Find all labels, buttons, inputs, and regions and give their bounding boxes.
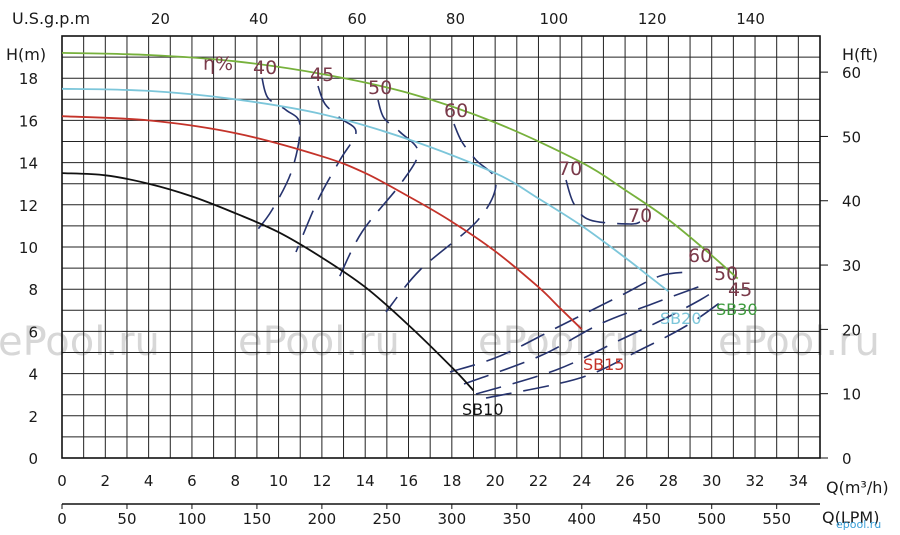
efficiency-label-60-right: 60	[688, 245, 712, 267]
tick-label-lpm: 500	[697, 510, 726, 528]
bottom-axis-label-lpm: Q(LPM)	[822, 508, 879, 527]
tick-label-hft: 20	[842, 321, 861, 339]
watermark: ePool.ru	[238, 319, 400, 365]
tick-label-m3h: 18	[442, 472, 461, 490]
tick-label-m3h: 10	[269, 472, 288, 490]
tick-label-m3h: 20	[486, 472, 505, 490]
tick-label-hft: 30	[842, 257, 861, 275]
tick-label-m3h: 32	[745, 472, 764, 490]
tick-label-hft: 10	[842, 386, 861, 404]
tick-label-lpm: 550	[762, 510, 791, 528]
series-line-sb20	[61, 87, 669, 293]
tick-label-usgpm: 40	[249, 10, 268, 28]
tick-label-usgpm: 60	[348, 10, 367, 28]
tick-label-hm: 18	[19, 70, 38, 88]
tick-label-hft: 40	[842, 193, 861, 211]
efficiency-curve	[463, 283, 707, 385]
efficiency-label-50: 50	[368, 77, 392, 99]
tick-label-lpm: 0	[57, 510, 67, 528]
tick-label-lpm: 200	[308, 510, 337, 528]
tick-label-m3h: 14	[356, 472, 375, 490]
tick-label-hm: 10	[19, 239, 38, 257]
efficiency-curve	[475, 289, 717, 395]
efficiency-curve	[449, 271, 691, 373]
efficiency-curve	[385, 123, 497, 313]
tick-label-lpm: 100	[178, 510, 207, 528]
tick-label-lpm: 150	[243, 510, 272, 528]
tick-label-lpm: 250	[373, 510, 402, 528]
efficiency-curve	[565, 179, 641, 225]
tick-label-usgpm: 20	[151, 10, 170, 28]
tick-label-m3h: 4	[144, 472, 154, 490]
series-line-sb15	[61, 115, 583, 330]
tick-label-m3h: 24	[572, 472, 591, 490]
tick-label-hft: 60	[842, 64, 861, 82]
tick-label-hm: 4	[28, 366, 38, 384]
tick-label-hm: 6	[28, 323, 38, 341]
tick-label-lpm: 400	[567, 510, 596, 528]
tick-label-m3h: 12	[312, 472, 331, 490]
tick-label-hm: 14	[19, 155, 38, 173]
left-axis-label: H(m)	[6, 45, 46, 64]
tick-label-hm: 16	[19, 112, 38, 130]
bottom-axis-label-m3h: Q(m³/h)	[826, 478, 889, 497]
tick-label-m3h: 34	[789, 472, 808, 490]
watermarks: ePool.ru ePool.ru ePool.ru ePool.ru	[0, 319, 880, 365]
tick-label-m3h: 30	[702, 472, 721, 490]
tick-label-m3h: 2	[101, 472, 111, 490]
tick-label-lpm: 300	[438, 510, 467, 528]
tick-label-hm: 12	[19, 197, 38, 215]
tick-label-m3h: 26	[616, 472, 635, 490]
efficiency-label-40: 40	[253, 57, 277, 79]
efficiency-curve	[253, 77, 301, 235]
efficiency-label-eta: η%	[203, 53, 233, 75]
tick-label-lpm: 50	[117, 510, 136, 528]
right-axis-label: H(ft)	[842, 45, 878, 64]
series-lines	[61, 52, 739, 392]
efficiency-label-45-right: 45	[728, 279, 752, 301]
plot-frame	[61, 35, 821, 459]
efficiency-curve	[337, 99, 419, 281]
grid	[61, 35, 821, 505]
tick-label-lpm: 350	[502, 510, 531, 528]
series-line-sb30	[61, 52, 739, 280]
efficiency-curve	[295, 85, 357, 253]
tick-label-hft: 50	[842, 128, 861, 146]
tick-label-usgpm: 100	[540, 10, 569, 28]
watermark: ePool.ru	[718, 319, 880, 365]
series-label-sb30: SB30	[716, 300, 758, 319]
tick-labels: 0 2 4 6 8 10 12 14 16 18 20 22 24 26 28 30 32 340 50 100 150…	[19, 10, 861, 528]
watermark: ePool.ru	[0, 319, 160, 365]
tick-label-m3h: 28	[659, 472, 678, 490]
series-label-sb20: SB20	[660, 309, 702, 328]
tick-label-hft: 0	[842, 450, 852, 468]
tick-label-usgpm: 120	[638, 10, 667, 28]
efficiency-label-60: 60	[444, 100, 468, 122]
efficiency-label-45: 45	[310, 64, 334, 86]
tick-label-m3h: 22	[529, 472, 548, 490]
tick-label-m3h: 16	[399, 472, 418, 490]
efficiency-curves	[253, 77, 727, 399]
corner-watermark: epool.ru	[836, 518, 881, 531]
tick-label-hm: 0	[28, 450, 38, 468]
series-line-sb10	[61, 172, 475, 392]
series-label-sb10: SB10	[462, 400, 504, 419]
top-axis-label: U.S.g.p.m	[12, 9, 90, 28]
tick-label-lpm: 450	[632, 510, 661, 528]
tick-label-usgpm: 140	[736, 10, 765, 28]
efficiency-curve	[485, 295, 727, 399]
tick-label-m3h: 8	[230, 472, 240, 490]
series-label-sb15: SB15	[583, 355, 625, 374]
tick-label-usgpm: 80	[446, 10, 465, 28]
tick-label-m3h: 0	[57, 472, 67, 490]
tick-label-m3h: 6	[187, 472, 197, 490]
efficiency-label-70-right: 70	[628, 205, 652, 227]
tick-label-hm: 2	[28, 408, 38, 426]
efficiency-label-70-upper: 70	[558, 158, 582, 180]
efficiency-label-50-right: 50	[714, 263, 738, 285]
tick-label-hm: 8	[28, 281, 38, 299]
